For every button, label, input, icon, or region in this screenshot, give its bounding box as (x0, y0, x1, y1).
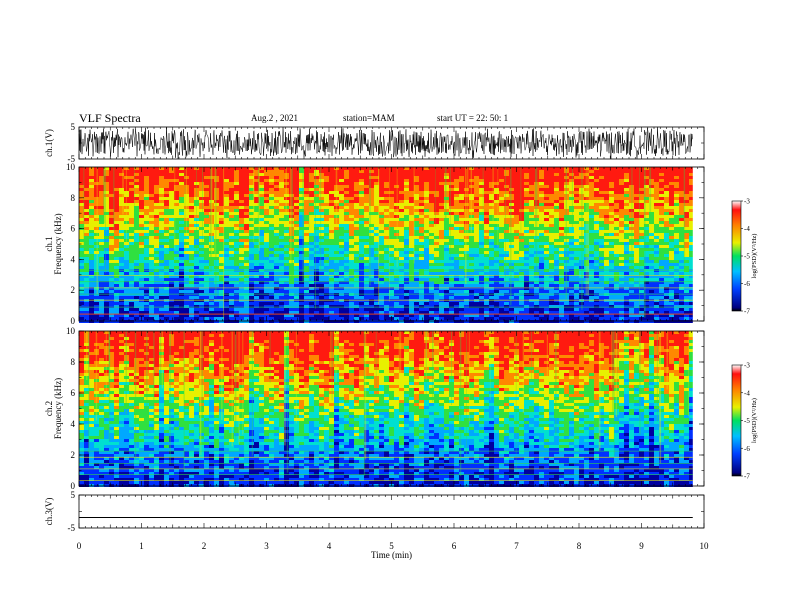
xtick-label: 2 (202, 541, 207, 551)
ytick-label-ch3v: 5 (71, 490, 76, 500)
channel-label-ch1: ch.1 (44, 236, 54, 251)
ylabel-ch2: Frequency (kHz) (53, 378, 63, 439)
ylabel-ch1: Frequency (kHz) (53, 213, 63, 274)
station-label: station=MAM (343, 113, 395, 123)
colorbar-tick-ch2: -6 (744, 445, 750, 453)
ylabel-ch3v: ch.3(V) (44, 498, 54, 526)
ytick-label-ch1v: 5 (71, 122, 76, 132)
xtick-label: 10 (700, 541, 710, 551)
ytick-label-ch1: 2 (71, 285, 76, 295)
ytick-label-ch1: 0 (71, 316, 76, 326)
colorbar-tick-ch1: -6 (744, 280, 750, 288)
spectrogram-ch2 (79, 331, 693, 487)
colorbar-tick-ch2: -7 (744, 473, 750, 481)
xtick-label: 0 (77, 541, 82, 551)
chart-title: VLF Spectra (79, 111, 141, 126)
ytick-label-ch2: 0 (71, 481, 76, 491)
colorbar-tick-ch1: -4 (744, 225, 750, 233)
ytick-label-ch1: 6 (71, 224, 76, 234)
colorbar-label-ch1: log(PSD)(V²/Hz) (751, 234, 758, 279)
colorbar-ch2 (731, 364, 742, 477)
ylabel-ch1v: ch.1(V) (44, 129, 54, 157)
ytick-label-ch1v: -5 (68, 154, 76, 164)
date-label: Aug.2 , 2021 (251, 113, 298, 123)
ytick-label-ch2: 4 (71, 419, 76, 429)
xtick-label: 4 (327, 541, 332, 551)
waveform-ch1v (78, 127, 693, 159)
ytick-label-ch1: 4 (71, 254, 76, 264)
start-time-label: start UT = 22: 50: 1 (437, 113, 508, 123)
xtick-label: 5 (389, 541, 394, 551)
xlabel: Time (min) (371, 550, 412, 560)
ytick-label-ch2: 8 (71, 357, 76, 367)
xtick-label: 3 (264, 541, 269, 551)
colorbar-tick-ch2: -4 (744, 389, 750, 397)
colorbar-tick-ch2: -3 (744, 362, 750, 370)
ytick-label-ch3v: -5 (68, 523, 76, 533)
ytick-label-ch2: 10 (66, 326, 76, 336)
colorbar-label-ch2: log(PSD)(V²/Hz) (751, 398, 758, 443)
ytick-label-ch2: 6 (71, 388, 76, 398)
xtick-label: 8 (577, 541, 582, 551)
spectrogram-ch1 (79, 167, 693, 323)
colorbar-tick-ch1: -7 (744, 308, 750, 316)
xtick-label: 7 (514, 541, 519, 551)
ytick-label-ch1: 10 (66, 162, 76, 172)
colorbar-ch1 (731, 200, 742, 312)
colorbar-tick-ch1: -3 (744, 198, 750, 206)
channel-label-ch2: ch.2 (44, 401, 54, 416)
xtick-label: 6 (452, 541, 457, 551)
xtick-label: 9 (639, 541, 644, 551)
xtick-label: 1 (139, 541, 144, 551)
colorbar-tick-ch2: -5 (744, 417, 750, 425)
ytick-label-ch2: 2 (71, 450, 76, 460)
colorbar-tick-ch1: -5 (744, 253, 750, 261)
ytick-label-ch1: 8 (71, 193, 76, 203)
